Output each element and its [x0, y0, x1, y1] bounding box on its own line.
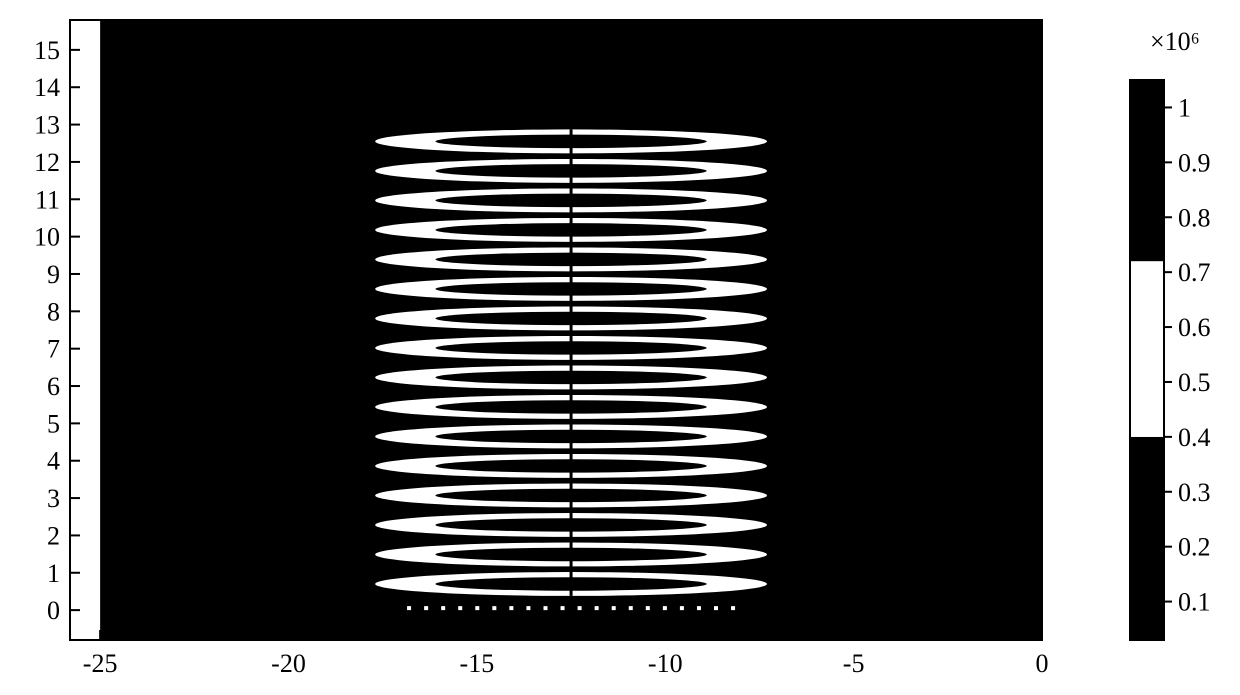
y-tick-label: 10	[34, 223, 60, 252]
bottom-marker	[458, 606, 462, 610]
x-tick-label: -5	[843, 649, 865, 678]
bottom-marker	[680, 606, 684, 610]
y-tick-label: 7	[47, 335, 60, 364]
bottom-marker	[424, 606, 428, 610]
bottom-marker	[629, 606, 633, 610]
bottom-marker	[612, 606, 616, 610]
bottom-marker	[561, 606, 565, 610]
plot-area	[100, 20, 1042, 640]
bottom-marker	[543, 606, 547, 610]
colorbar-tick-label: 0.3	[1178, 478, 1211, 507]
colorbar-tick-label: 0.2	[1178, 533, 1211, 562]
colorbar-tick-label: 1	[1178, 93, 1191, 122]
bottom-marker	[526, 606, 530, 610]
y-tick-label: 14	[34, 73, 60, 102]
bottom-marker	[646, 606, 650, 610]
figure-root: 0123456789101112131415-25-20-15-10-500.1…	[0, 0, 1240, 695]
colorbar-segment	[1130, 261, 1164, 437]
colorbar-segment	[1130, 80, 1164, 261]
x-tick-label: -20	[271, 649, 306, 678]
y-tick-label: 13	[34, 111, 60, 140]
y-tick-label: 12	[34, 148, 60, 177]
colorbar-tick-label: 0.7	[1178, 258, 1211, 287]
colorbar-segment	[1130, 437, 1164, 640]
y-tick-label: 0	[47, 596, 60, 625]
bottom-marker	[697, 606, 701, 610]
x-tick-label: 0	[1036, 649, 1049, 678]
colorbar-tick-label: 0.5	[1178, 368, 1211, 397]
bottom-marker	[714, 606, 718, 610]
colorbar-tick-label: 0.6	[1178, 313, 1211, 342]
colorbar-tick-label: 0.4	[1178, 423, 1211, 452]
bottom-marker	[407, 606, 411, 610]
bottom-marker	[731, 606, 735, 610]
y-tick-label: 2	[47, 521, 60, 550]
y-tick-label: 5	[47, 409, 60, 438]
x-tick-label: -25	[83, 649, 118, 678]
figure-svg: 0123456789101112131415-25-20-15-10-500.1…	[0, 0, 1240, 695]
y-tick-label: 9	[47, 260, 60, 289]
bottom-marker	[475, 606, 479, 610]
bottom-marker	[663, 606, 667, 610]
colorbar-tick-label: 0.8	[1178, 203, 1211, 232]
y-tick-label: 4	[47, 447, 60, 476]
bottom-marker	[595, 606, 599, 610]
y-tick-label: 1	[47, 559, 60, 588]
y-tick-label: 3	[47, 484, 60, 513]
x-tick-label: -15	[460, 649, 495, 678]
y-tick-label: 8	[47, 297, 60, 326]
colorbar-exponent-label: ×10⁶	[1150, 27, 1200, 56]
bottom-marker	[492, 606, 496, 610]
colorbar-tick-label: 0.9	[1178, 148, 1211, 177]
x-tick-label: -10	[648, 649, 683, 678]
y-tick-label: 15	[34, 36, 60, 65]
bottom-marker	[578, 606, 582, 610]
y-tick-label: 11	[35, 185, 60, 214]
colorbar-tick-label: 0.1	[1178, 588, 1211, 617]
bottom-marker	[441, 606, 445, 610]
bottom-marker	[509, 606, 513, 610]
y-tick-label: 6	[47, 372, 60, 401]
